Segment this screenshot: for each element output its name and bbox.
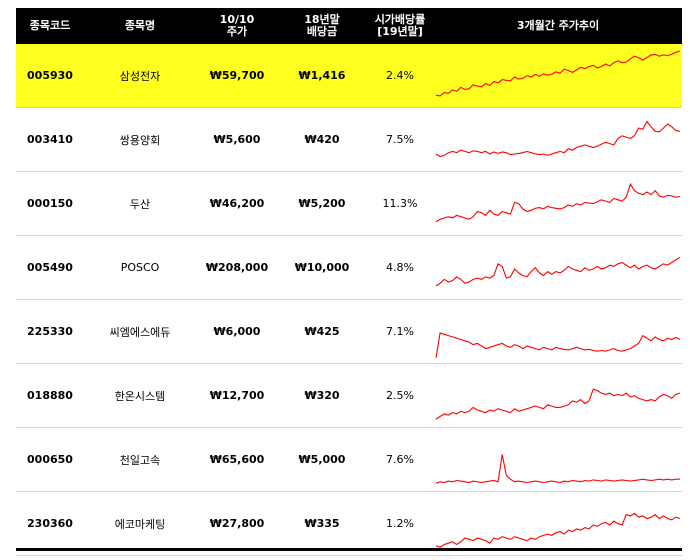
dividend-yield: 7.1% — [386, 325, 414, 338]
stock-price: ₩27,800 — [209, 517, 265, 530]
stock-name: 삼성전자 — [119, 69, 161, 83]
stock-dividend: ₩10,000 — [294, 261, 350, 274]
dividend-yield: 1.2% — [386, 517, 414, 530]
table-row: 005930 삼성전자 ₩59,700 ₩1,416 2.4% — [16, 44, 682, 108]
price-trend-sparkline — [435, 332, 681, 358]
stock-dividend: ₩320 — [304, 389, 340, 402]
price-trend-sparkline — [435, 388, 681, 420]
trend-line — [435, 120, 681, 158]
header-dividend: 18년말 배당금 — [304, 13, 340, 38]
stock-price: ₩208,000 — [205, 261, 269, 274]
price-trend-sparkline — [435, 512, 681, 548]
stock-dividend: ₩420 — [304, 133, 340, 146]
stock-code: 003410 — [27, 133, 73, 146]
header-price: 10/10 주가 — [219, 13, 255, 38]
stock-name: 두산 — [129, 197, 151, 211]
table-header: 종목코드 종목명 10/10 주가 18년말 배당금 시가배당률 [19년말] … — [16, 8, 682, 44]
dividend-yield: 4.8% — [386, 261, 414, 274]
stock-dividend: ₩335 — [304, 517, 340, 530]
stock-price: ₩46,200 — [209, 197, 265, 210]
price-trend-sparkline — [435, 182, 681, 223]
price-trend-sparkline — [435, 50, 681, 97]
trend-line — [435, 50, 681, 97]
price-trend-sparkline — [435, 454, 680, 484]
table-row: 000650 천일고속 ₩65,600 ₩5,000 7.6% — [16, 428, 682, 492]
stock-name: 에코마케팅 — [114, 517, 166, 531]
table-bottom-rule — [16, 548, 682, 551]
stock-dividend: ₩425 — [304, 325, 340, 338]
dividend-yield: 7.5% — [386, 133, 414, 146]
stock-price: ₩5,600 — [213, 133, 261, 146]
dividend-yield: 7.6% — [386, 453, 414, 466]
stock-name: 씨엠에스에듀 — [109, 325, 171, 339]
trend-line — [435, 454, 680, 484]
table-row: 003410 쌍용양회 ₩5,600 ₩420 7.5% — [16, 108, 682, 172]
table-body: 005930 삼성전자 ₩59,700 ₩1,416 2.4% 003410 쌍용양회 ₩5,… — [16, 44, 682, 556]
stock-dividend: ₩1,416 — [298, 69, 346, 82]
stock-name: 천일고속 — [119, 453, 161, 467]
trend-line — [435, 182, 681, 223]
table-row: 005490 POSCO ₩208,000 ₩10,000 4.8% — [16, 236, 682, 300]
price-trend-sparkline — [435, 120, 681, 158]
dividend-yield: 2.4% — [386, 69, 414, 82]
stock-dividend: ₩5,200 — [298, 197, 346, 210]
stock-price: ₩65,600 — [209, 453, 265, 466]
header-trend: 3개월간 주가추이 — [516, 19, 600, 32]
dividend-yield: 11.3% — [382, 197, 418, 210]
stock-code: 000150 — [27, 197, 73, 210]
stock-dividend: ₩5,000 — [298, 453, 346, 466]
stock-name: POSCO — [120, 261, 160, 274]
stock-table: 종목코드 종목명 10/10 주가 18년말 배당금 시가배당률 [19년말] … — [16, 8, 682, 556]
table-row: 230360 에코마케팅 ₩27,800 ₩335 1.2% — [16, 492, 682, 556]
table-row: 000150 두산 ₩46,200 ₩5,200 11.3% — [16, 172, 682, 236]
stock-code: 225330 — [27, 325, 73, 338]
trend-line — [435, 332, 681, 358]
stock-code: 230360 — [27, 517, 73, 530]
stock-code: 018880 — [27, 389, 73, 402]
dividend-yield: 2.5% — [386, 389, 414, 402]
table-row: 018880 한온시스템 ₩12,700 ₩320 2.5% — [16, 364, 682, 428]
header-name: 종목명 — [124, 19, 156, 32]
stock-price: ₩59,700 — [209, 69, 265, 82]
trend-line — [435, 512, 681, 548]
stock-price: ₩6,000 — [213, 325, 261, 338]
stock-price: ₩12,700 — [209, 389, 265, 402]
trend-line — [435, 388, 681, 420]
stock-name: 한온시스템 — [114, 389, 166, 403]
trend-line — [435, 256, 681, 287]
stock-code: 000650 — [27, 453, 73, 466]
stock-name: 쌍용양회 — [119, 133, 161, 147]
table-row: 225330 씨엠에스에듀 ₩6,000 ₩425 7.1% — [16, 300, 682, 364]
price-trend-sparkline — [435, 256, 681, 287]
header-yield: 시가배당률 [19년말] — [374, 13, 426, 38]
header-code: 종목코드 — [29, 19, 71, 32]
stock-code: 005930 — [27, 69, 73, 82]
stock-code: 005490 — [27, 261, 73, 274]
